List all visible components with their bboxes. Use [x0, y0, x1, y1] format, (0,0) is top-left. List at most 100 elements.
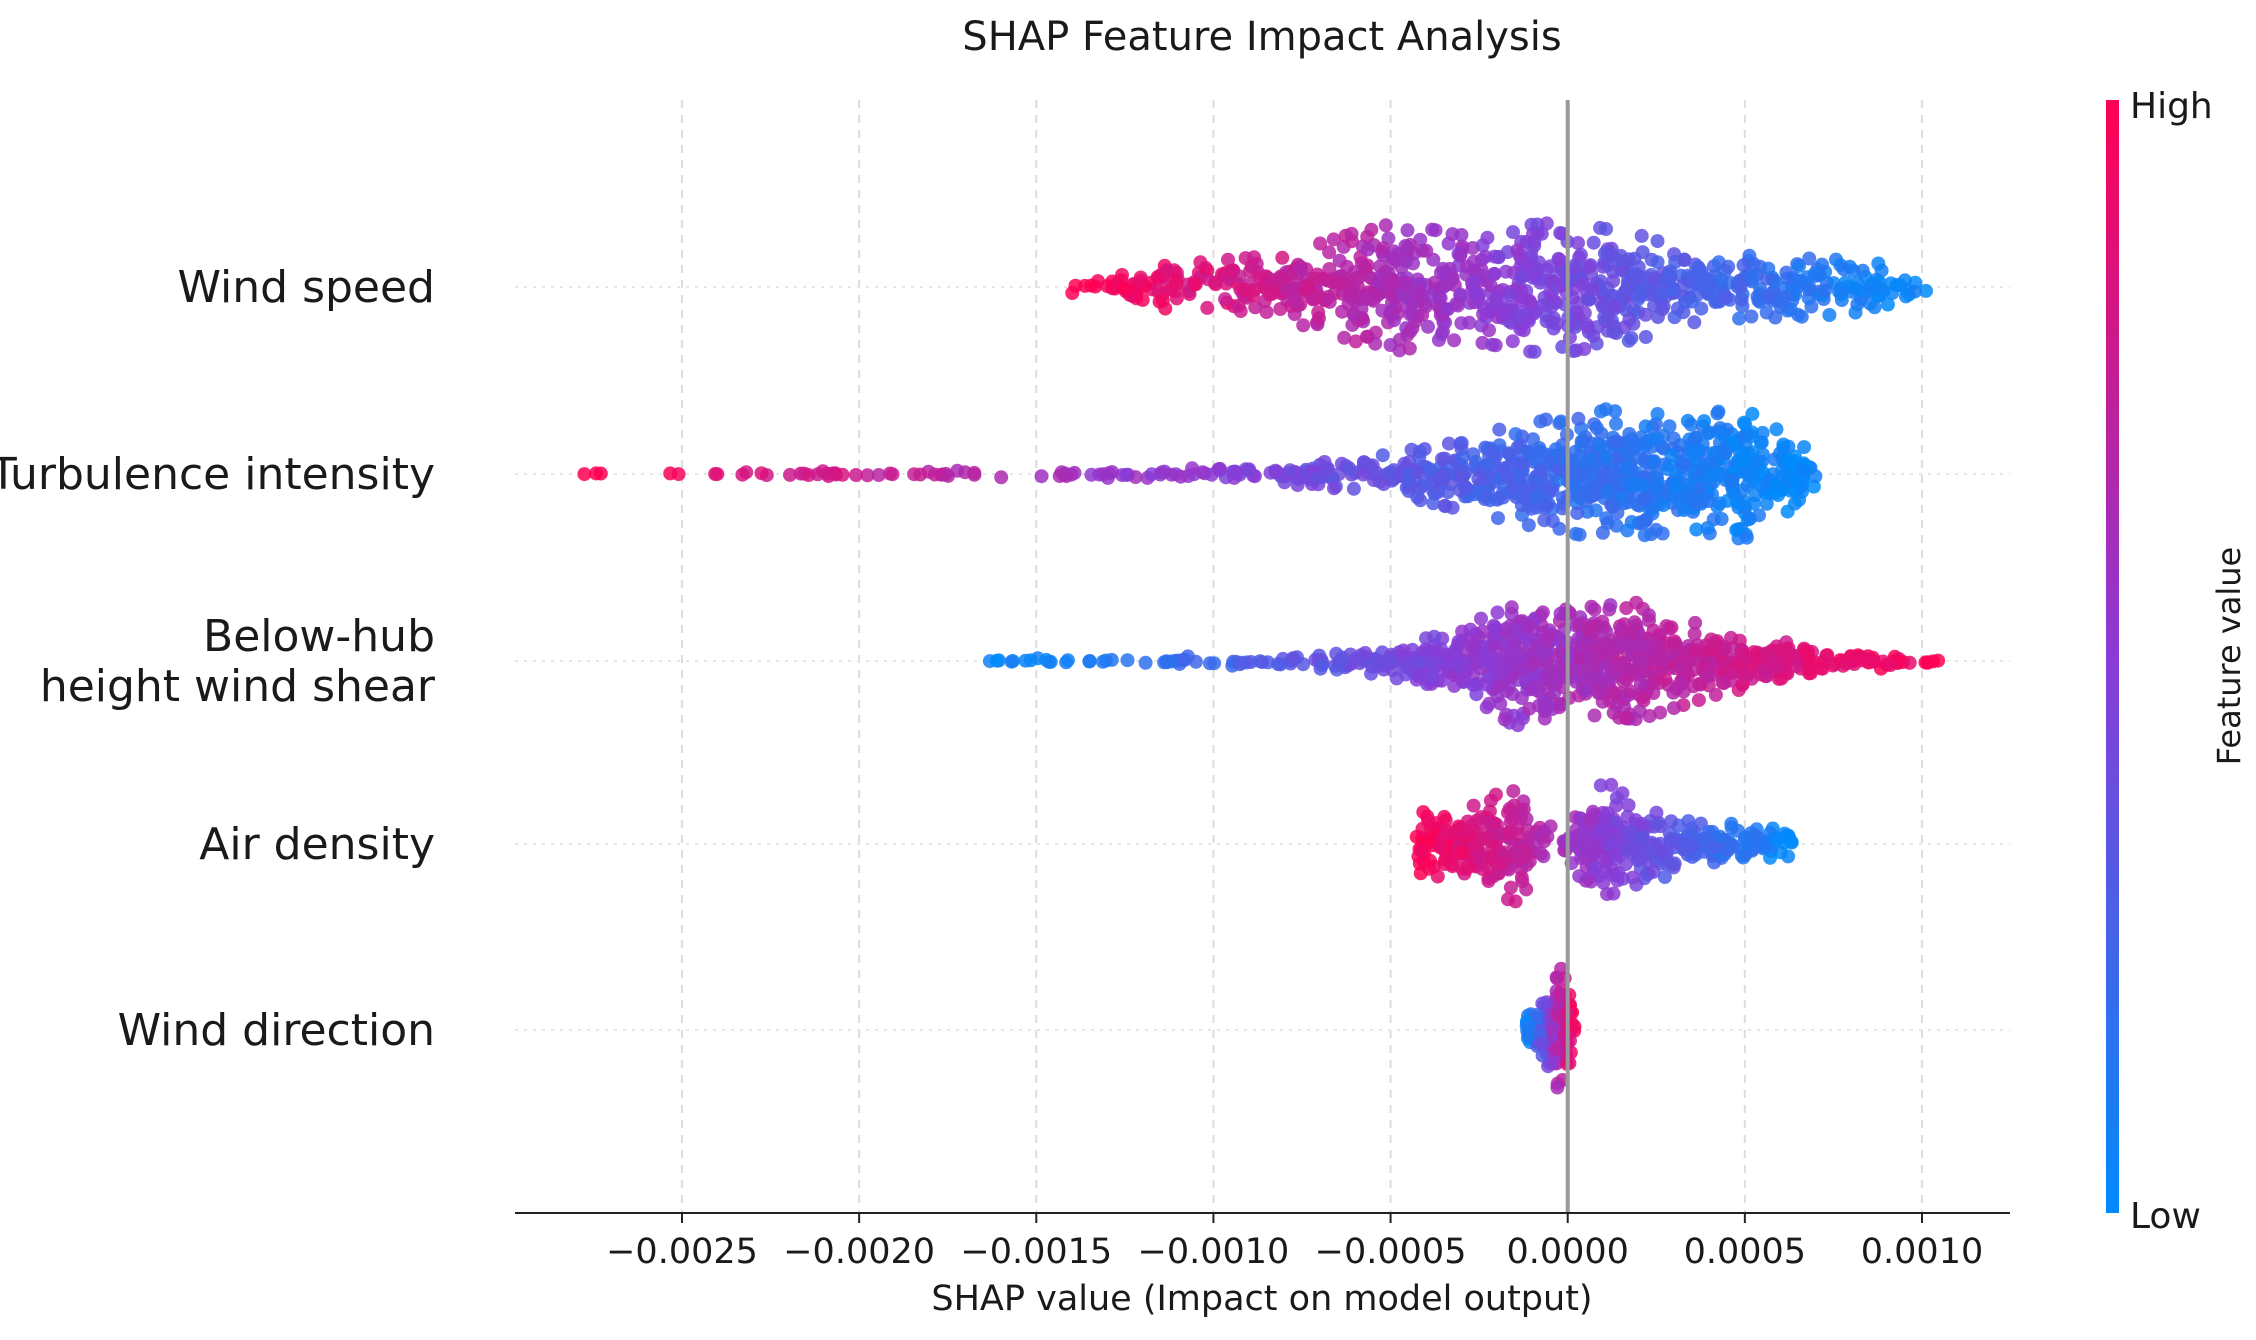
shap-point — [1702, 425, 1717, 440]
shap-point — [1259, 305, 1274, 320]
shap-point — [907, 467, 922, 482]
shap-point — [1686, 446, 1701, 460]
shap-point — [1478, 249, 1493, 264]
shap-point — [1168, 272, 1183, 287]
shap-point — [1208, 275, 1222, 290]
shap-point — [671, 467, 686, 482]
shap-point — [1536, 647, 1551, 662]
shap-point — [1495, 307, 1510, 322]
shap-point — [1514, 851, 1529, 866]
shap-point — [1729, 523, 1744, 538]
shap-point — [1293, 261, 1308, 276]
shap-point — [1528, 490, 1542, 505]
shap-point — [1419, 243, 1434, 258]
feature-label: height wind shear — [40, 661, 436, 712]
shap-point — [1218, 292, 1233, 307]
shap-point — [1689, 643, 1704, 658]
shap-point — [1839, 275, 1853, 290]
shap-point — [1724, 473, 1739, 488]
shap-point — [1678, 294, 1693, 309]
shap-point — [1552, 252, 1567, 267]
shap-point — [1487, 267, 1502, 281]
shap-point — [1584, 281, 1599, 296]
shap-point — [1223, 264, 1238, 279]
shap-point — [1494, 857, 1508, 872]
shap-point — [1795, 484, 1809, 499]
shap-point — [1164, 654, 1179, 669]
shap-point — [1467, 637, 1482, 652]
shap-point — [1468, 837, 1482, 852]
shap-point — [1404, 442, 1419, 457]
shap-point — [1603, 598, 1618, 613]
shap-point — [1741, 838, 1756, 853]
shap-point — [1233, 304, 1248, 319]
shap-point — [1537, 500, 1552, 515]
shap-point — [1521, 1019, 1536, 1034]
shap-point — [1789, 659, 1804, 674]
shap-point — [1326, 275, 1341, 289]
shap-point — [1459, 861, 1474, 876]
shap-point — [1647, 271, 1662, 286]
shap-point — [1521, 619, 1536, 634]
shap-point — [1778, 290, 1793, 304]
shap-point — [1653, 705, 1668, 720]
shap-point — [1653, 653, 1668, 667]
shap-point — [1650, 255, 1665, 270]
shap-point — [1644, 432, 1659, 447]
shap-point — [1718, 445, 1733, 460]
shap-point — [1745, 445, 1760, 460]
shap-point — [1431, 485, 1446, 500]
shap-point — [1084, 278, 1099, 293]
shap-point — [1406, 256, 1420, 271]
shap-point — [754, 466, 769, 481]
shap-point — [1620, 277, 1635, 292]
shap-point — [1731, 823, 1746, 838]
shap-point — [1221, 252, 1235, 267]
shap-point — [1411, 465, 1426, 480]
shap-point — [1273, 657, 1288, 672]
shap-point — [1506, 784, 1521, 799]
colorbar-title: Feature value — [2210, 547, 2248, 766]
shap-point — [1707, 839, 1722, 854]
shap-point — [1755, 425, 1770, 440]
shap-point — [1082, 654, 1097, 669]
shap-point — [1684, 417, 1699, 432]
shap-point — [1656, 498, 1671, 513]
shap-point — [1591, 684, 1606, 699]
shap-point — [1477, 301, 1492, 316]
shap-point — [1400, 659, 1415, 674]
shap-point — [1850, 282, 1865, 297]
shap-point — [1578, 683, 1593, 698]
shap-point — [835, 467, 850, 482]
shap-point — [1596, 644, 1611, 659]
shap-point — [1769, 422, 1784, 437]
shap-point — [1655, 286, 1670, 301]
shap-point — [1593, 778, 1608, 793]
shap-point — [1588, 631, 1603, 646]
shap-point — [1675, 677, 1689, 692]
shap-point — [1095, 654, 1110, 669]
shap-point — [1489, 290, 1504, 305]
shap-point — [1568, 526, 1583, 541]
shap-point — [1663, 832, 1678, 847]
shap-point — [1441, 436, 1456, 451]
shap-point — [1660, 462, 1675, 476]
shap-point — [1535, 298, 1550, 313]
shap-point — [1681, 814, 1696, 829]
shap-point — [1883, 276, 1898, 291]
shap-point — [1710, 406, 1725, 421]
shap-point — [1664, 448, 1679, 463]
shap-point — [1791, 307, 1806, 322]
shap-point — [1584, 599, 1599, 614]
shap-point — [1553, 697, 1568, 711]
shap-point — [1624, 331, 1639, 345]
shap-point — [1440, 485, 1455, 500]
shap-point — [1707, 855, 1722, 870]
feature-label: Wind direction — [118, 1005, 435, 1056]
shap-point — [1023, 653, 1038, 668]
shap-point — [1761, 289, 1776, 304]
shap-point — [1666, 701, 1681, 716]
shap-point — [1481, 874, 1496, 888]
shap-point — [1635, 245, 1650, 260]
shap-point — [1664, 620, 1679, 635]
